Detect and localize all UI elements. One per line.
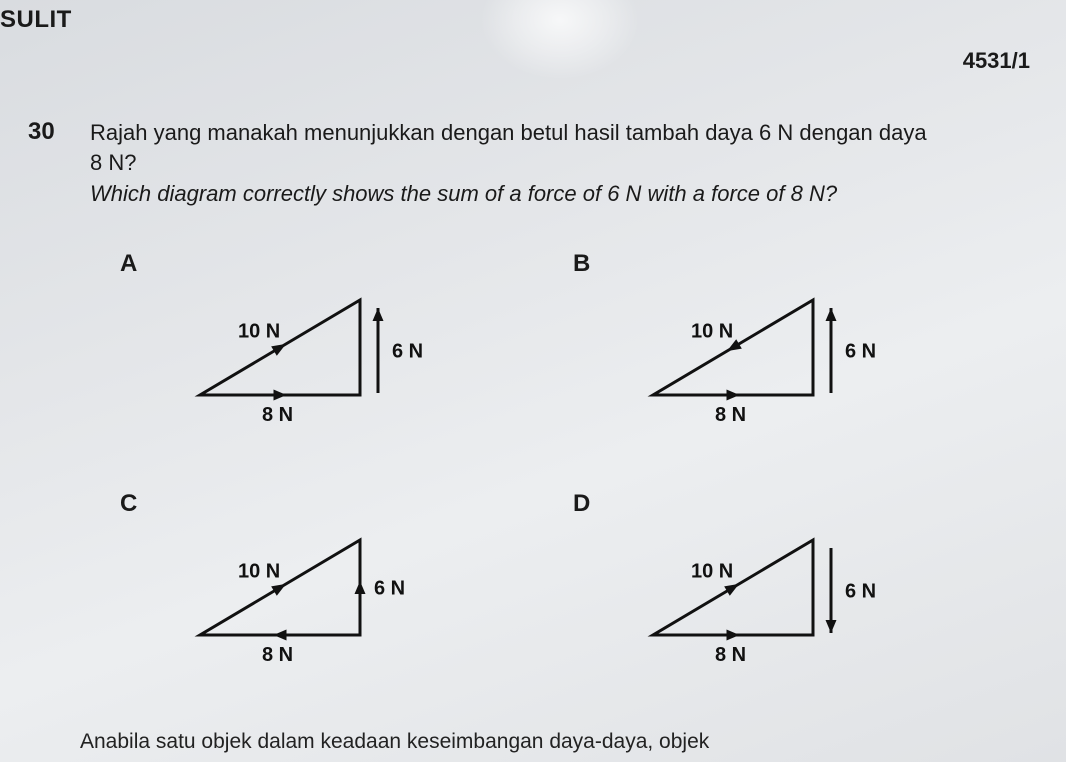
option-a-diagram: 6 N 10 N 8 N: [180, 290, 440, 440]
option-b: B 6 N 10 N 8 N: [573, 250, 1006, 450]
svg-text:6 N: 6 N: [845, 341, 876, 363]
question-number: 30: [28, 118, 55, 146]
svg-text:6 N: 6 N: [392, 341, 423, 363]
svg-text:10 N: 10 N: [691, 561, 733, 583]
options-grid: A 6 N 10 N 8 N B 6 N 10 N 8 N C 6 N 10 N 8 N D…: [120, 250, 1006, 690]
option-d-diagram: 6 N 10 N 8 N: [633, 530, 893, 680]
svg-text:10 N: 10 N: [238, 321, 280, 343]
option-a: A 6 N 10 N 8 N: [120, 250, 553, 450]
svg-text:10 N: 10 N: [238, 561, 280, 583]
svg-text:8 N: 8 N: [262, 644, 293, 666]
svg-text:6 N: 6 N: [374, 578, 405, 600]
option-b-label: B: [573, 250, 590, 278]
option-c: C 6 N 10 N 8 N: [120, 490, 553, 690]
option-d: D 6 N 10 N 8 N: [573, 490, 1006, 690]
question-text-ms-line1: Rajah yang manakah menunjukkan dengan be…: [90, 118, 1026, 148]
option-c-label: C: [120, 490, 137, 518]
option-d-label: D: [573, 490, 590, 518]
confidential-label: SULIT: [0, 6, 72, 34]
svg-text:8 N: 8 N: [715, 404, 746, 426]
svg-text:6 N: 6 N: [845, 581, 876, 603]
option-c-diagram: 6 N 10 N 8 N: [180, 530, 440, 680]
question-body: Rajah yang manakah menunjukkan dengan be…: [90, 118, 1026, 209]
paper-code: 4531/1: [963, 48, 1030, 74]
option-a-label: A: [120, 250, 137, 278]
question-text-en: Which diagram correctly shows the sum of…: [90, 179, 1026, 209]
svg-text:8 N: 8 N: [715, 644, 746, 666]
option-b-diagram: 6 N 10 N 8 N: [633, 290, 893, 440]
next-question-fragment: Anabila satu objek dalam keadaan keseimb…: [80, 730, 709, 754]
question-text-ms-line2: 8 N?: [90, 148, 1026, 178]
svg-text:10 N: 10 N: [691, 321, 733, 343]
svg-text:8 N: 8 N: [262, 404, 293, 426]
exam-page: SULIT 4531/1 30 Rajah yang manakah menun…: [0, 0, 1066, 762]
